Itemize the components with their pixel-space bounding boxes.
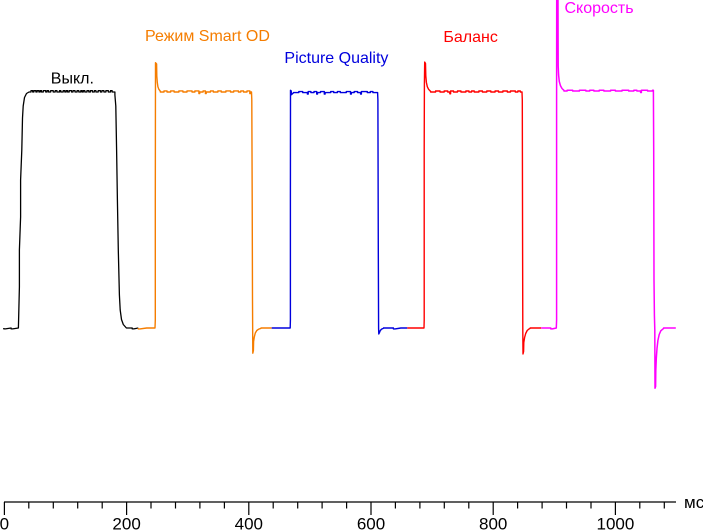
svg-text:200: 200	[112, 515, 140, 530]
svg-text:Picture Quality: Picture Quality	[284, 50, 388, 67]
svg-text:800: 800	[479, 515, 507, 530]
svg-text:Баланс: Баланс	[443, 29, 497, 46]
svg-text:1000: 1000	[596, 515, 634, 530]
svg-text:Скорость: Скорость	[565, 0, 634, 17]
svg-text:мс: мс	[684, 493, 703, 512]
svg-text:0: 0	[0, 515, 9, 530]
svg-text:400: 400	[235, 515, 263, 530]
svg-text:Режим Smart OD: Режим Smart OD	[145, 28, 270, 45]
svg-text:Выкл.: Выкл.	[51, 70, 94, 87]
svg-text:600: 600	[357, 515, 385, 530]
